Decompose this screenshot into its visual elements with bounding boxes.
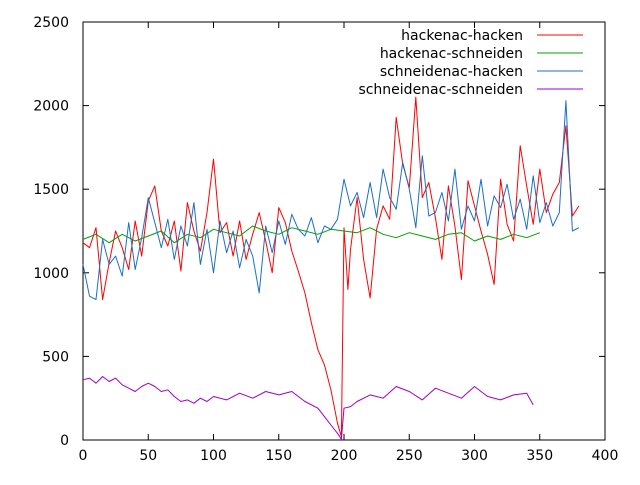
legend-label: schneidenac-hacken bbox=[380, 64, 523, 80]
y-tick-label: 1000 bbox=[33, 266, 69, 282]
x-tick-label: 150 bbox=[265, 448, 292, 464]
y-tick-label: 1500 bbox=[33, 182, 69, 198]
legend-label: hackenac-hacken bbox=[401, 28, 523, 44]
x-tick-label: 400 bbox=[592, 448, 619, 464]
series-line-hackenac-hacken bbox=[82, 96, 580, 438]
x-tick-label: 50 bbox=[139, 448, 157, 464]
series-line-schneidenac-hacken bbox=[82, 100, 580, 301]
legend: hackenac-hacken hackenac-schneiden schneid… bbox=[358, 28, 583, 98]
series-line-hackenac-schneiden bbox=[82, 225, 540, 244]
x-tick-label: 0 bbox=[79, 448, 88, 464]
y-tick-label: 2000 bbox=[33, 99, 69, 115]
legend-label: hackenac-schneiden bbox=[380, 46, 523, 62]
x-tick-label: 200 bbox=[331, 448, 358, 464]
y-tick-label: 500 bbox=[42, 349, 69, 365]
series-line-schneidenac-schneiden bbox=[82, 376, 534, 440]
x-tick-label: 100 bbox=[200, 448, 227, 464]
legend-label: schneidenac-schneiden bbox=[358, 82, 523, 98]
y-tick-label: 0 bbox=[60, 433, 69, 449]
axis-ticks: 0 50 100 150 200 250 300 350 400 0 500 1000 1500 2000… bbox=[33, 15, 618, 464]
x-tick-label: 300 bbox=[461, 448, 488, 464]
x-tick-label: 250 bbox=[396, 448, 423, 464]
x-tick-label: 350 bbox=[526, 448, 553, 464]
y-tick-label: 2500 bbox=[33, 15, 69, 31]
series-group bbox=[82, 96, 580, 440]
